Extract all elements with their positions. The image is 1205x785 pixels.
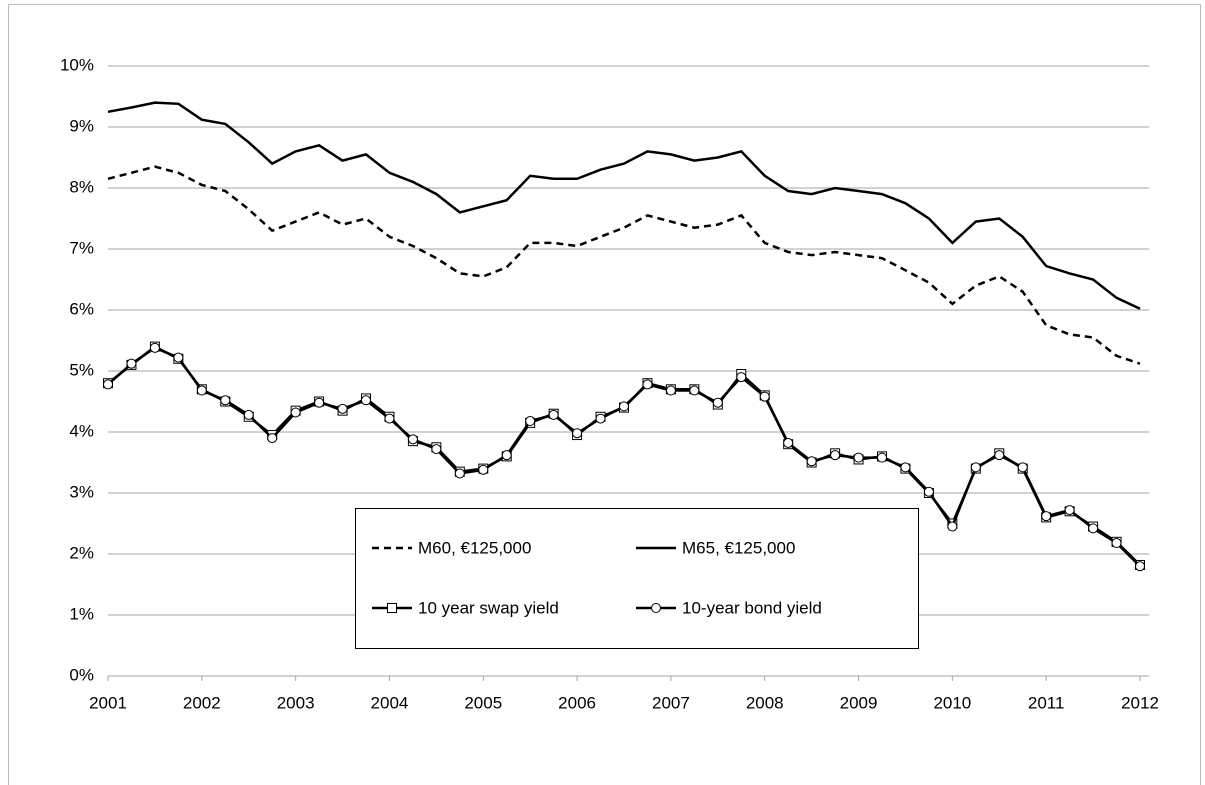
- marker: [595, 413, 606, 424]
- x-tick-label: 2002: [183, 693, 221, 712]
- y-tick-label: 4%: [69, 421, 94, 440]
- marker: [712, 397, 723, 408]
- marker: [1111, 538, 1122, 549]
- x-tick-label: 2008: [746, 693, 784, 712]
- x-tick-label: 2007: [652, 693, 690, 712]
- marker: [407, 434, 418, 445]
- marker: [501, 450, 512, 461]
- marker: [1135, 561, 1145, 572]
- marker: [994, 450, 1005, 461]
- marker: [314, 397, 325, 408]
- marker: [431, 444, 442, 455]
- marker: [478, 464, 489, 475]
- marker: [806, 456, 817, 467]
- marker: [196, 385, 207, 396]
- x-tick-label: 2012: [1121, 693, 1159, 712]
- y-tick-label: 10%: [60, 55, 94, 74]
- y-tick-label: 2%: [69, 543, 94, 562]
- y-tick-label: 0%: [69, 665, 94, 684]
- marker: [454, 468, 465, 479]
- marker: [149, 342, 160, 353]
- legend-marker: [651, 603, 661, 613]
- marker: [970, 462, 981, 473]
- marker: [1088, 523, 1099, 534]
- x-tick-label: 2003: [277, 693, 315, 712]
- y-tick-label: 9%: [69, 116, 94, 135]
- marker: [103, 379, 113, 390]
- marker: [900, 462, 911, 473]
- marker: [1017, 462, 1028, 473]
- series-line: [107, 101, 1141, 310]
- marker: [1041, 511, 1052, 522]
- x-tick-label: 2001: [89, 693, 127, 712]
- marker: [173, 352, 184, 363]
- legend-label: M65, €125,000: [682, 538, 795, 557]
- marker: [853, 452, 864, 463]
- chart-frame: [8, 4, 1201, 785]
- y-tick-label: 3%: [69, 482, 94, 501]
- marker: [1064, 505, 1075, 516]
- y-tick-label: 8%: [69, 177, 94, 196]
- marker: [619, 401, 629, 412]
- marker: [736, 372, 747, 383]
- y-tick-label: 5%: [69, 360, 94, 379]
- marker: [642, 379, 653, 390]
- marker: [384, 413, 395, 424]
- marker: [877, 452, 887, 463]
- marker: [126, 358, 137, 369]
- marker: [572, 428, 583, 439]
- marker: [923, 486, 934, 497]
- marker: [830, 450, 841, 461]
- marker: [947, 521, 958, 532]
- legend-marker: [387, 603, 397, 613]
- marker: [689, 385, 700, 396]
- legend-label: 10 year swap yield: [418, 598, 559, 617]
- marker: [337, 403, 348, 414]
- marker: [548, 409, 559, 420]
- x-tick-label: 2009: [840, 693, 878, 712]
- marker: [361, 395, 371, 406]
- legend-label: 10-year bond yield: [682, 598, 822, 617]
- marker: [290, 407, 301, 418]
- marker: [783, 437, 794, 448]
- marker: [525, 416, 536, 427]
- marker: [759, 391, 770, 402]
- series-line: [107, 165, 1141, 365]
- x-tick-label: 2004: [371, 693, 409, 712]
- x-tick-label: 2005: [464, 693, 502, 712]
- marker: [665, 385, 676, 396]
- marker: [267, 433, 278, 444]
- y-tick-label: 6%: [69, 299, 94, 318]
- x-tick-label: 2010: [933, 693, 971, 712]
- x-tick-label: 2006: [558, 693, 596, 712]
- marker: [243, 409, 254, 420]
- legend-label: M60, €125,000: [418, 538, 531, 557]
- legend-box: [355, 508, 919, 649]
- y-tick-label: 1%: [69, 604, 94, 623]
- x-tick-label: 2011: [1028, 693, 1065, 712]
- marker: [220, 395, 231, 406]
- y-tick-label: 7%: [69, 238, 94, 257]
